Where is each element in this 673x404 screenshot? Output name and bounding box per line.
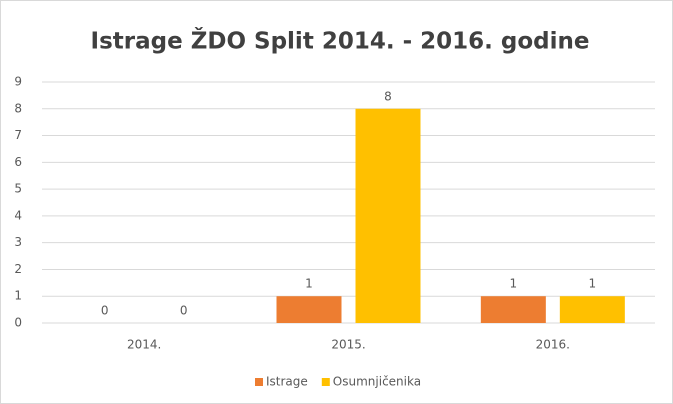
bar <box>559 296 625 323</box>
y-tick-label: 3 <box>14 235 22 249</box>
x-tick-label: 2015. <box>331 338 365 352</box>
data-label: 0 <box>101 304 109 318</box>
legend-swatch <box>255 378 263 386</box>
data-label: 1 <box>305 277 313 291</box>
y-tick-label: 4 <box>14 208 22 222</box>
legend-label: Istrage <box>266 375 308 389</box>
y-tick-label: 5 <box>14 182 22 196</box>
legend-label: Osumnjičenika <box>333 375 421 389</box>
bar <box>276 296 342 323</box>
y-tick-label: 2 <box>14 262 22 276</box>
bar <box>480 296 546 323</box>
y-tick-label: 7 <box>14 128 22 142</box>
y-tick-label: 9 <box>14 75 22 89</box>
legend-swatch <box>321 378 330 386</box>
y-tick-label: 6 <box>14 155 22 169</box>
y-tick-label: 8 <box>14 101 22 115</box>
x-tick-label: 2016. <box>536 338 570 352</box>
data-label: 1 <box>589 277 597 291</box>
data-label: 8 <box>384 89 392 103</box>
bar <box>355 108 421 324</box>
x-tick-label: 2014. <box>127 338 161 352</box>
chart-title: Istrage ŽDO Split 2014. - 2016. godine <box>91 27 590 55</box>
data-label: 0 <box>180 304 188 318</box>
y-tick-label: 1 <box>14 289 22 303</box>
y-tick-label: 0 <box>14 316 22 330</box>
data-label: 1 <box>510 277 518 291</box>
